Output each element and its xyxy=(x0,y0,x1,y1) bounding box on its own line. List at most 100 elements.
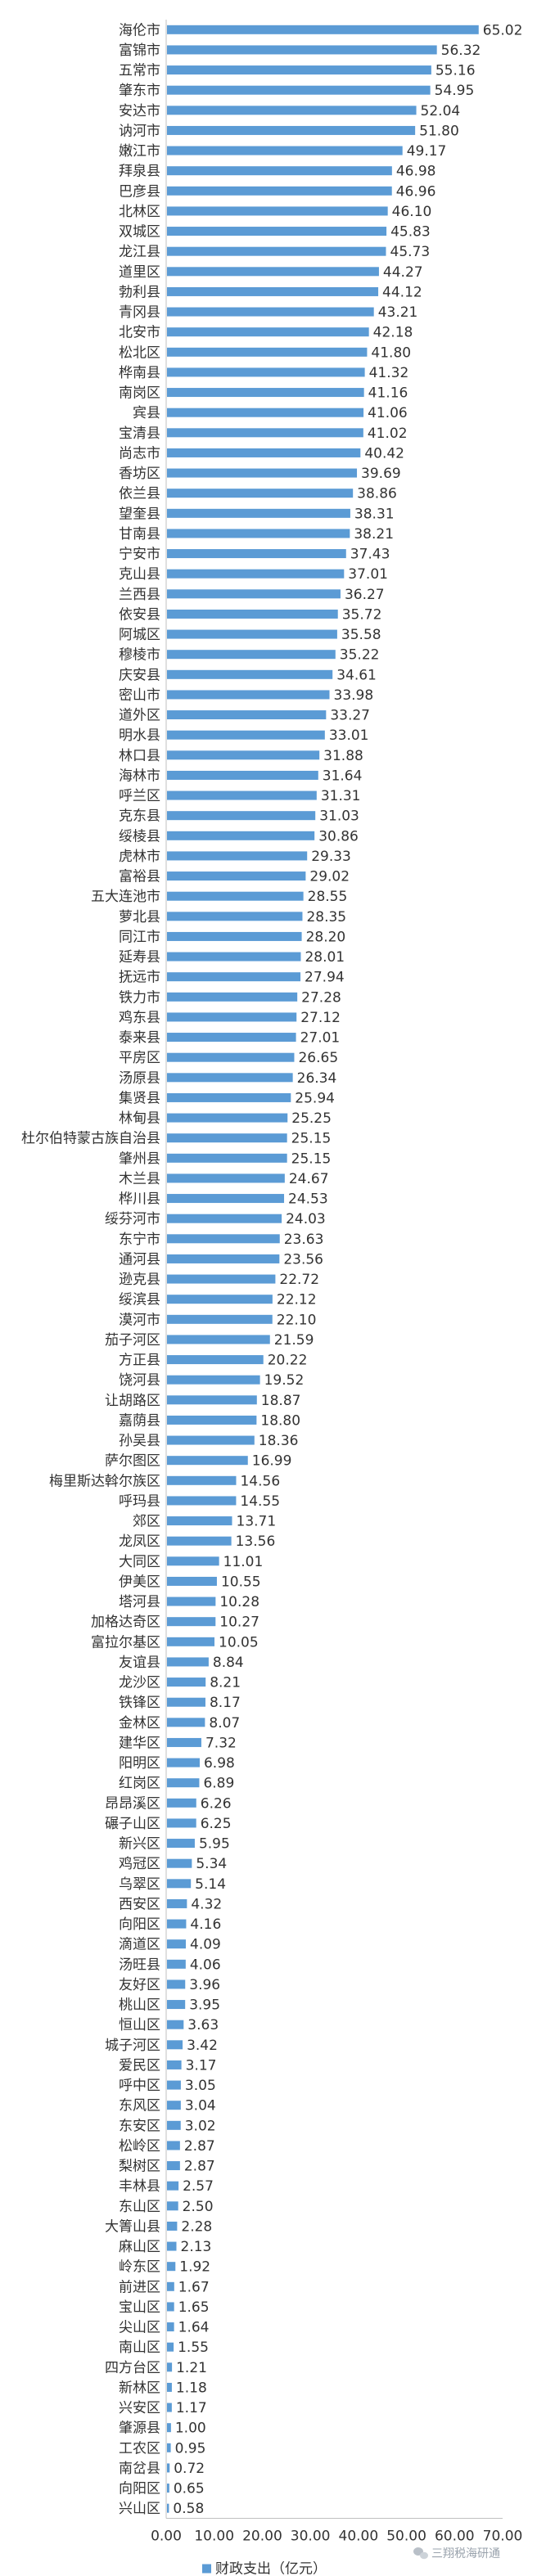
data-label: 0.58 xyxy=(173,2501,204,2517)
category-label: 同江市 xyxy=(119,929,160,945)
data-label: 4.09 xyxy=(190,1937,221,1953)
data-label: 35.58 xyxy=(341,627,381,643)
category-label: 集贤县 xyxy=(119,1090,160,1106)
category-label: 呼中区 xyxy=(119,2078,160,2094)
bar xyxy=(167,489,354,498)
category-label: 北安市 xyxy=(119,325,160,341)
x-tick-labels-layer: 0.00 10.00 20.00 30.00 40.00 50.00 60.00 70.00 xyxy=(151,2529,522,2545)
bar xyxy=(167,1314,273,1324)
category-label: 东风区 xyxy=(119,2098,160,2114)
legend-label: 财政支出（亿元） xyxy=(215,2561,327,2576)
data-label: 39.69 xyxy=(361,466,401,482)
category-label: 克东县 xyxy=(119,808,160,825)
bar xyxy=(167,1576,217,1586)
category-label: 双城区 xyxy=(119,224,160,241)
bar xyxy=(167,2000,186,2010)
data-label: 13.56 xyxy=(236,1533,276,1550)
data-label: 3.95 xyxy=(189,1997,220,2014)
category-label: 松北区 xyxy=(119,345,160,361)
data-label: 55.16 xyxy=(435,63,476,79)
category-label: 向阳区 xyxy=(119,1916,160,1933)
bar xyxy=(167,609,338,619)
bar xyxy=(167,85,431,95)
category-label: 建华区 xyxy=(119,1735,160,1751)
category-label: 依兰县 xyxy=(119,486,160,502)
bar xyxy=(167,2322,174,2332)
data-label: 0.72 xyxy=(174,2461,205,2477)
category-label: 泰来县 xyxy=(119,1030,160,1047)
data-label: 1.00 xyxy=(175,2421,206,2437)
category-label: 海伦市 xyxy=(119,22,160,38)
category-label: 绥芬河市 xyxy=(105,1211,160,1227)
category-label: 大箐山县 xyxy=(105,2218,160,2235)
category-label: 甘南县 xyxy=(119,526,160,543)
category-label: 东宁市 xyxy=(119,1232,160,1248)
data-label: 25.94 xyxy=(295,1090,335,1106)
category-label: 桦川县 xyxy=(119,1191,160,1208)
data-label: 28.55 xyxy=(308,889,348,905)
category-label: 大同区 xyxy=(119,1554,160,1570)
category-label: 五常市 xyxy=(119,63,160,79)
data-label: 41.02 xyxy=(368,426,408,442)
data-label: 22.72 xyxy=(279,1272,319,1288)
data-label: 2.87 xyxy=(184,2159,215,2175)
bar xyxy=(167,206,388,216)
data-label: 26.34 xyxy=(297,1070,337,1087)
bar xyxy=(167,972,301,982)
bar xyxy=(167,690,330,700)
bar xyxy=(167,1879,192,1889)
category-label: 麻山区 xyxy=(119,2239,160,2255)
category-label: 加格达奇区 xyxy=(91,1615,160,1631)
x-tick-label: 0.00 xyxy=(151,2529,182,2545)
bar xyxy=(167,912,303,921)
bar xyxy=(167,1133,287,1143)
bar xyxy=(167,1718,205,1727)
bar xyxy=(167,2181,179,2191)
bar xyxy=(167,2141,180,2150)
data-label: 35.22 xyxy=(340,647,380,664)
data-label: 4.16 xyxy=(190,1916,221,1933)
category-label: 碾子山区 xyxy=(105,1816,160,1832)
bar xyxy=(167,629,337,639)
data-label: 27.01 xyxy=(300,1030,341,1047)
data-label: 10.27 xyxy=(219,1615,259,1631)
data-label: 21.59 xyxy=(274,1332,314,1349)
legend-swatch xyxy=(202,2564,211,2574)
category-label: 道里区 xyxy=(119,264,160,281)
category-label: 向阳区 xyxy=(119,2481,160,2497)
category-label: 滴道区 xyxy=(119,1937,160,1953)
data-label: 43.21 xyxy=(378,304,418,321)
bar xyxy=(167,669,333,679)
data-label: 6.25 xyxy=(201,1816,232,1832)
data-label: 54.95 xyxy=(435,83,475,99)
data-label: 41.32 xyxy=(369,365,409,381)
data-label: 4.32 xyxy=(191,1896,222,1912)
category-label: 逊克县 xyxy=(119,1272,160,1288)
category-label: 青冈县 xyxy=(119,304,160,321)
category-label: 虎林市 xyxy=(119,849,160,865)
bar xyxy=(167,2382,172,2392)
data-label: 1.21 xyxy=(176,2360,207,2376)
data-label: 3.02 xyxy=(185,2118,216,2134)
bar xyxy=(167,730,325,740)
data-label: 24.03 xyxy=(286,1211,326,1227)
bar xyxy=(167,1435,255,1445)
data-label: 28.20 xyxy=(306,929,346,945)
bar xyxy=(167,1858,192,1868)
bar xyxy=(167,2342,174,2352)
category-label: 通河县 xyxy=(119,1251,160,1268)
bar xyxy=(167,1596,216,1606)
bar xyxy=(167,468,358,478)
data-label: 2.50 xyxy=(183,2199,214,2215)
category-label: 庆安县 xyxy=(119,667,160,683)
bar xyxy=(167,1959,186,1969)
bar xyxy=(167,1355,264,1365)
bar xyxy=(167,2484,169,2493)
data-label: 6.26 xyxy=(201,1795,232,1812)
data-label: 8.21 xyxy=(210,1675,241,1691)
bar xyxy=(167,710,327,720)
bar xyxy=(167,2120,181,2130)
data-label: 24.53 xyxy=(288,1191,328,1208)
bar xyxy=(167,125,416,135)
